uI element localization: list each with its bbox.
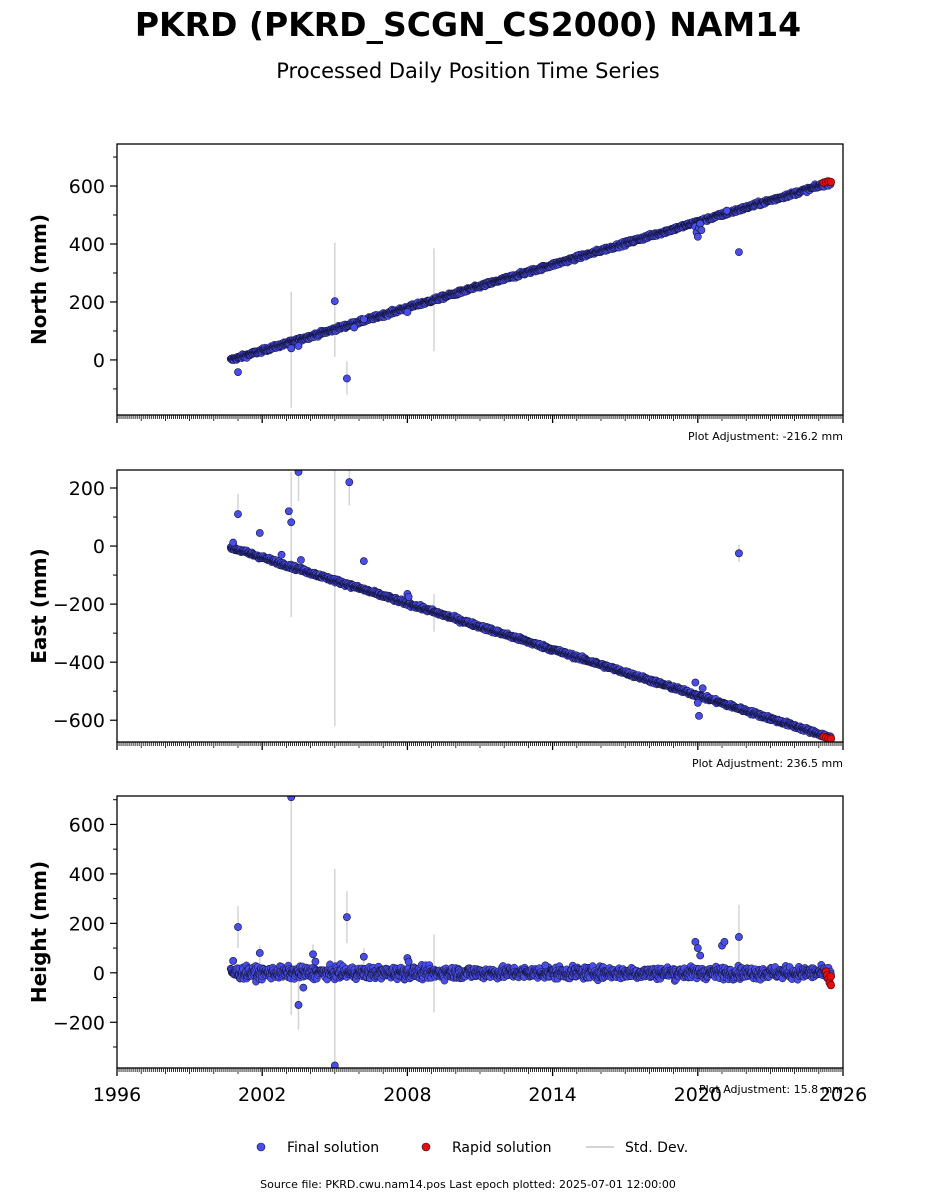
y-tick-label: 400 — [69, 234, 105, 256]
final-solution-outlier — [403, 308, 412, 317]
final-solution-series — [226, 541, 835, 742]
final-solution-outlier — [234, 510, 242, 519]
y-tick-label: −400 — [53, 652, 105, 674]
y-axis-label: East (mm) — [27, 548, 51, 664]
panels-group: 0 200 400 600 North (mm) Plot Adjustment: -21… — [27, 143, 867, 1106]
y-tick-label: 200 — [69, 478, 105, 500]
plot-area — [226, 470, 835, 742]
chart-title: PKRD (PKRD_SCGN_CS2000) NAM14 — [135, 5, 801, 44]
panel-east: −600 −400 −200 0 200 East (mm) Plot Adjustment… — [27, 469, 844, 770]
final-solution-outlier — [404, 592, 413, 601]
final-solution-series — [226, 177, 835, 364]
final-solution-outlier — [693, 232, 702, 241]
plot-frame — [116, 143, 844, 416]
final-solution-outlier — [693, 698, 702, 707]
final-solution-outlier — [342, 374, 351, 383]
y-tick-label: 0 — [93, 350, 105, 372]
final-solution-outlier — [735, 549, 743, 558]
plot-adjustment-note: Plot Adjustment: -216.2 mm — [688, 430, 843, 443]
plot-frame — [116, 469, 844, 743]
final-solution-outlier — [287, 344, 296, 353]
plot-adjustment-note: Plot Adjustment: 236.5 mm — [692, 757, 843, 770]
final-solution-outlier — [359, 315, 368, 324]
y-tick-label: −200 — [53, 594, 105, 616]
rapid-solution-point — [826, 177, 836, 187]
final-solution-outlier — [284, 507, 293, 516]
final-solution-outlier — [691, 678, 700, 687]
y-tick-label: 0 — [93, 536, 105, 558]
final-solution-outlier — [255, 529, 264, 537]
final-solution-outlier — [229, 538, 238, 547]
final-solution-outlier — [294, 342, 303, 350]
plot-area — [226, 796, 836, 1068]
final-solution-outlier — [287, 518, 296, 527]
final-solution-outlier — [345, 478, 354, 487]
final-solution-outlier — [350, 323, 359, 332]
final-solution-outlier — [698, 684, 707, 693]
final-solution-outlier — [722, 206, 731, 215]
y-tick-label: −600 — [53, 710, 105, 732]
plot-area — [226, 177, 836, 408]
final-solution-outlier — [359, 557, 368, 566]
final-solution-outlier — [696, 219, 705, 228]
final-solution-outlier — [330, 297, 339, 305]
y-tick-label: 200 — [69, 292, 105, 314]
y-tick-label: 600 — [69, 176, 105, 198]
y-axis-label: North (mm) — [27, 214, 51, 345]
final-solution-outlier — [735, 248, 743, 257]
final-solution-outlier — [697, 226, 706, 234]
chart-subtitle: Processed Daily Position Time Series — [276, 59, 660, 83]
final-solution-outlier — [695, 711, 703, 720]
final-solution-outlier — [297, 556, 305, 564]
panel-north: 0 200 400 600 North (mm) Plot Adjustment: -21… — [27, 143, 844, 443]
final-solution-outlier — [234, 368, 242, 377]
final-solution-outlier — [277, 550, 286, 559]
